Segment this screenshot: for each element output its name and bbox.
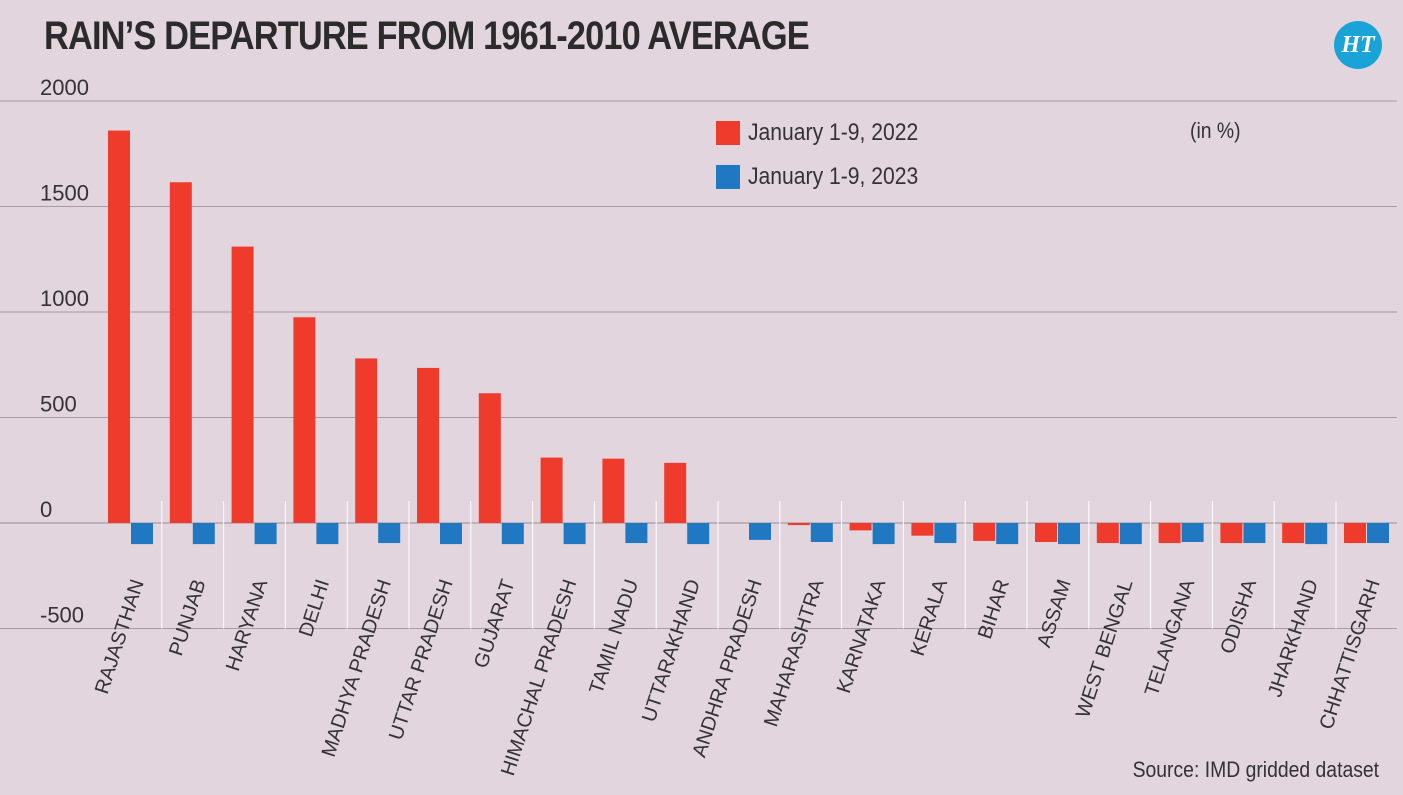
bar-2022-haryana <box>231 246 254 523</box>
bar-2022-rajasthan <box>108 130 130 524</box>
x-tick-label: JHARKHAND <box>1264 577 1323 700</box>
bar-2022-kerala <box>911 523 934 536</box>
bar-2023-madhya-pradesh <box>378 523 401 544</box>
bar-2023-karnataka <box>872 523 895 545</box>
x-tick-label: DELHI <box>295 577 334 640</box>
gridlines <box>0 100 1397 629</box>
bars <box>108 130 1389 545</box>
legend-label-2022: January 1-9, 2022 <box>748 119 919 146</box>
x-tick-label: KERALA <box>907 576 953 658</box>
y-tick-label: 500 <box>40 392 77 417</box>
bar-2023-kerala <box>934 523 957 544</box>
bar-2022-delhi <box>293 317 316 523</box>
category-separators <box>161 501 1337 629</box>
legend-swatch-2022 <box>716 121 740 145</box>
bar-2023-rajasthan <box>131 523 153 545</box>
unit-note: (in %) <box>1190 118 1241 143</box>
chart-title: RAIN’S DEPARTURE FROM 1961-2010 AVERAGE <box>44 14 810 58</box>
x-tick-label: ODISHA <box>1217 576 1262 656</box>
x-tick-label: ANDHRA PRADESH <box>688 577 766 760</box>
x-tick-label: UTTARAKHAND <box>638 577 705 725</box>
bar-2023-punjab <box>192 523 215 545</box>
x-tick-label: CHHATTISGARH <box>1316 577 1385 732</box>
bar-2022-himachal-pradesh <box>540 457 563 523</box>
bar-2023-chhattisgarh <box>1367 523 1389 544</box>
x-tick-label: HARYANA <box>222 576 272 674</box>
legend-item-2023: January 1-9, 2023 <box>716 163 941 191</box>
bar-2023-uttar-pradesh <box>440 523 462 545</box>
x-tick-label: MAHARASHTRA <box>760 576 829 729</box>
x-tick-label: BIHAR <box>974 577 1014 642</box>
bar-2023-gujarat <box>501 523 524 545</box>
x-tick-label: ASSAM <box>1033 577 1076 650</box>
x-tick-label: WEST BENGAL <box>1072 577 1137 721</box>
bar-2022-karnataka <box>849 523 872 531</box>
bar-2022-assam <box>1035 523 1057 542</box>
bar-2023-telangana <box>1181 523 1204 542</box>
bar-2023-himachal-pradesh <box>563 523 586 545</box>
bar-2022-uttarakhand <box>664 462 687 523</box>
ht-logo: HT <box>1334 21 1382 69</box>
bar-2023-andhra-pradesh <box>749 523 771 540</box>
bar-2022-uttar-pradesh <box>417 367 439 523</box>
bar-2022-west-bengal <box>1096 523 1119 544</box>
bar-2022-punjab <box>169 182 192 524</box>
legend-item-2022: January 1-9, 2022 <box>716 119 941 147</box>
bar-2022-bihar <box>973 523 996 541</box>
bar-2022-chhattisgarh <box>1344 523 1366 544</box>
bar-2022-madhya-pradesh <box>355 358 378 523</box>
x-tick-label: MADHYA PRADESH <box>318 577 396 760</box>
legend-swatch-2023 <box>716 165 740 189</box>
bar-2023-uttarakhand <box>687 523 710 545</box>
bar-2023-tamil-nadu <box>625 523 648 544</box>
bar-2023-west-bengal <box>1119 523 1142 545</box>
x-tick-label: GUJARAT <box>470 577 519 671</box>
x-tick-label: RAJASTHAN <box>91 577 149 697</box>
y-tick-label: 1000 <box>40 286 89 311</box>
bar-2022-telangana <box>1158 523 1181 544</box>
legend-label-2023: January 1-9, 2023 <box>748 163 919 190</box>
source-note: Source: IMD gridded dataset <box>1132 757 1379 782</box>
x-tick-label: UTTAR PRADESH <box>385 577 458 743</box>
bar-2022-maharashtra <box>787 523 810 526</box>
y-tick-label: 0 <box>40 497 52 522</box>
bar-2023-delhi <box>316 523 339 545</box>
bar-2022-tamil-nadu <box>602 458 625 523</box>
bar-2023-jharkhand <box>1305 523 1328 545</box>
y-tick-label: 1500 <box>40 181 89 206</box>
bar-2023-haryana <box>254 523 277 545</box>
y-tick-label: -500 <box>40 603 84 628</box>
bar-2023-odisha <box>1243 523 1266 544</box>
bar-2022-gujarat <box>478 393 501 523</box>
y-tick-label: 2000 <box>40 75 89 100</box>
bar-2022-odisha <box>1220 523 1243 544</box>
x-tick-label: TELANGANA <box>1141 576 1200 699</box>
bar-2023-assam <box>1058 523 1080 545</box>
bar-2023-maharashtra <box>810 523 833 542</box>
x-tick-label: PUNJAB <box>165 577 210 659</box>
bar-2023-bihar <box>996 523 1019 545</box>
y-axis-ticks: 2000 1500 1000 500 0 -500 <box>40 75 89 628</box>
bar-2022-jharkhand <box>1282 523 1305 544</box>
